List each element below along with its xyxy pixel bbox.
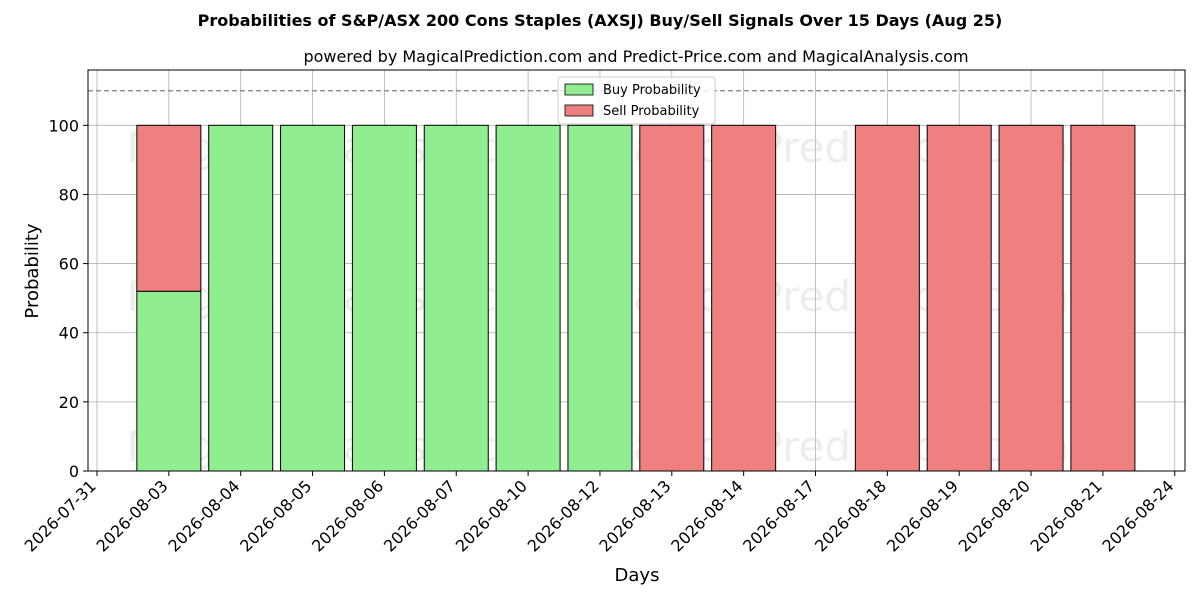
x-tick-label: 2026-08-17 (739, 476, 818, 555)
bar-buy (208, 124, 274, 472)
bars (136, 124, 1136, 472)
x-tick-label: 2026-08-10 (452, 476, 531, 555)
legend: Buy Probability Sell Probability (557, 76, 716, 125)
x-tick-label: 2026-08-13 (595, 476, 674, 555)
bar-sell (711, 124, 777, 472)
bar-buy (423, 124, 489, 472)
chart-title: Probabilities of S&P/ASX 200 Cons Staple… (198, 11, 1003, 30)
bar-buy (351, 124, 417, 472)
bar-sell (1070, 124, 1136, 472)
chart-subtitle: powered by MagicalPrediction.com and Pre… (303, 47, 968, 66)
x-tick-label: 2026-08-12 (524, 476, 603, 555)
y-tick-label: 0 (69, 462, 79, 481)
bar-buy (280, 124, 346, 472)
bar-sell (639, 124, 705, 472)
bar-sell (926, 124, 992, 472)
y-axis: 0 20 40 60 80 100 (48, 116, 88, 481)
y-tick-label: 20 (59, 393, 79, 412)
y-tick-label: 80 (59, 185, 79, 204)
x-tick-label: 2026-08-24 (1098, 476, 1177, 555)
y-tick-label: 100 (48, 116, 79, 135)
x-tick-label: 2026-08-18 (811, 476, 890, 555)
x-axis-label: Days (615, 565, 660, 586)
legend-label-buy: Buy Probability (603, 83, 701, 98)
bar-sell (998, 124, 1064, 472)
x-tick-label: 2026-08-07 (380, 476, 459, 555)
x-tick-label: 2026-08-14 (667, 476, 746, 555)
legend-swatch-buy (564, 83, 594, 96)
bar-buy (567, 124, 633, 472)
bar-buy (495, 124, 561, 472)
bar-sell (136, 124, 202, 292)
x-tick-label: 2026-08-06 (308, 476, 387, 555)
bar-sell (854, 124, 920, 472)
y-tick-label: 40 (59, 324, 79, 343)
x-tick-label: 2026-08-03 (92, 476, 171, 555)
x-axis: 2026-07-312026-08-032026-08-042026-08-05… (21, 471, 1178, 556)
x-tick-label: 2026-08-20 (955, 476, 1034, 555)
x-tick-label: 2026-08-19 (883, 476, 962, 555)
x-tick-label: 2026-08-05 (236, 476, 315, 555)
legend-label-sell: Sell Probability (603, 104, 700, 119)
bar-buy (136, 290, 202, 472)
legend-swatch-sell (564, 104, 594, 117)
x-tick-label: 2026-08-21 (1027, 476, 1106, 555)
y-axis-label: Probability (22, 223, 43, 318)
x-tick-label: 2026-07-31 (21, 476, 100, 555)
x-tick-label: 2026-08-04 (164, 476, 243, 555)
y-tick-label: 60 (59, 255, 79, 274)
plot-frame (87, 69, 1186, 472)
legend-box (557, 76, 716, 125)
